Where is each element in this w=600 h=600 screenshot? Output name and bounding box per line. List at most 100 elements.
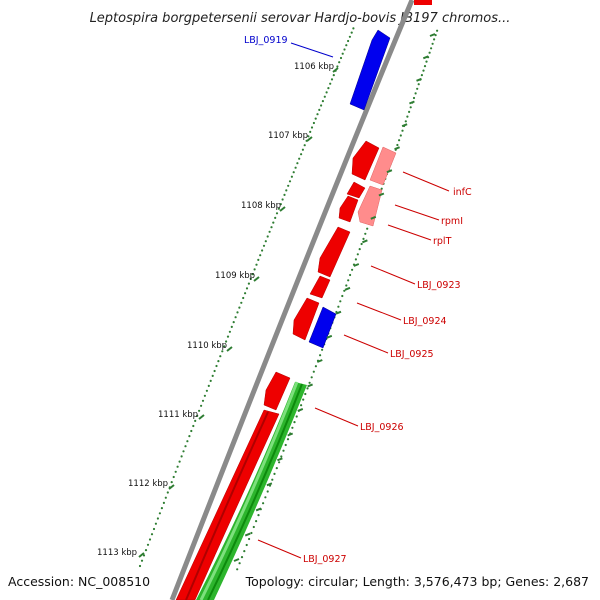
rna-gene-infC[interactable] xyxy=(369,146,397,186)
ring-dot xyxy=(396,143,399,147)
ring-dot xyxy=(142,554,146,557)
ring-dot xyxy=(293,421,296,424)
gene-label-LBJ_0926[interactable]: LBJ_0926 xyxy=(360,422,404,433)
ring-dot xyxy=(264,496,267,499)
outer-tick xyxy=(386,169,393,174)
ring-dot xyxy=(300,404,303,407)
outer-tick xyxy=(429,33,436,37)
ring-dot xyxy=(291,426,294,429)
gene-label-infC[interactable]: infC xyxy=(453,187,472,198)
ring-dot xyxy=(148,538,152,541)
gene-arrow-LBJ_0926[interactable] xyxy=(263,371,291,411)
ring-dot xyxy=(259,254,262,257)
ring-dot xyxy=(249,277,252,280)
kbp-label-1110: 1110 kbp xyxy=(187,341,227,351)
ring-dot xyxy=(422,69,425,72)
gene-label-LBJ_0924[interactable]: LBJ_0924 xyxy=(403,316,447,327)
ring-dot xyxy=(319,354,322,357)
outer-tick xyxy=(255,507,262,512)
genome-backbone xyxy=(169,0,415,600)
ring-dot xyxy=(347,279,350,282)
gene-arrow-infC[interactable] xyxy=(351,140,380,181)
accession-text: Accession: NC_008510 xyxy=(8,574,150,589)
outer-tick xyxy=(401,123,408,128)
ring-dot xyxy=(314,117,317,120)
gc-content-track xyxy=(196,381,307,600)
ring-dot xyxy=(266,490,269,493)
ring-dot xyxy=(245,287,249,290)
ring-dot xyxy=(345,44,348,47)
ring-dot xyxy=(310,376,313,379)
ring-dot xyxy=(351,268,354,271)
ring-dot xyxy=(152,527,156,531)
gene-arrow-LBJ_0925[interactable] xyxy=(308,306,337,349)
ring-dot xyxy=(232,321,235,324)
gc-content-highlight xyxy=(199,381,299,600)
ring-dot xyxy=(431,42,434,45)
rna-gene-rpmI[interactable] xyxy=(357,185,383,227)
ring-dot xyxy=(236,311,239,314)
ring-dot xyxy=(417,83,420,86)
ring-dot xyxy=(338,61,341,64)
ring-dot xyxy=(166,491,169,494)
ring-dot xyxy=(164,496,167,499)
ring-dot xyxy=(154,522,157,525)
ring-dot xyxy=(323,95,326,98)
ring-dot xyxy=(219,355,222,358)
ring-dot xyxy=(321,348,324,351)
ring-dot xyxy=(252,525,255,529)
ring-dot xyxy=(292,171,295,174)
ring-dot xyxy=(200,404,203,407)
ring-dot xyxy=(198,409,201,412)
gene-arrow-LBJ_0924-b[interactable] xyxy=(292,297,320,341)
gene-arrow-top[interactable] xyxy=(414,0,432,5)
gene-arrow-LBJ_0923[interactable] xyxy=(317,226,351,278)
ring-dot xyxy=(170,481,173,484)
ring-dot xyxy=(408,110,411,113)
ring-dot xyxy=(144,549,148,552)
ring-dot xyxy=(296,162,299,165)
gene-band-shade xyxy=(185,411,269,600)
ring-dot xyxy=(325,91,328,94)
gene-label-LBJ_0927[interactable]: LBJ_0927 xyxy=(303,554,347,565)
outer-tick xyxy=(233,558,240,562)
gene-label-LBJ_0919[interactable]: LBJ_0919 xyxy=(244,35,288,46)
ring-dot xyxy=(309,130,312,133)
gene-arrow-rplT[interactable] xyxy=(338,195,359,223)
label-leaders xyxy=(257,42,450,559)
ring-dot xyxy=(225,340,228,343)
ring-dot xyxy=(138,564,142,568)
outer-dotted-ring xyxy=(138,27,355,568)
ring-dot xyxy=(272,221,275,224)
gene-arrow-rpmI[interactable] xyxy=(346,181,366,199)
gene-arrow-LBJ_0924-a[interactable] xyxy=(309,275,331,299)
gene-label-LBJ_0925[interactable]: LBJ_0925 xyxy=(390,349,434,360)
kbp-label-1109: 1109 kbp xyxy=(215,271,255,281)
ring-dot xyxy=(284,443,287,447)
rna-genes xyxy=(357,146,397,227)
outer-tick xyxy=(326,334,333,339)
ring-dot xyxy=(306,387,309,390)
ring-dot xyxy=(301,148,304,151)
ring-dot xyxy=(160,507,163,510)
ring-dot xyxy=(257,514,260,517)
ring-dot xyxy=(362,237,365,240)
ring-dot xyxy=(356,253,359,256)
gene-arrow-LBJ_0919[interactable] xyxy=(349,29,391,111)
ring-dot xyxy=(409,106,412,109)
outer-tick xyxy=(370,215,377,220)
ring-dot xyxy=(290,175,293,178)
ring-dot xyxy=(247,282,250,285)
gene-label-rpmI[interactable]: rpmI xyxy=(441,216,463,227)
ring-dot xyxy=(280,455,283,458)
ring-dot xyxy=(349,273,352,277)
ring-dot xyxy=(420,74,423,77)
gene-label-LBJ_0923[interactable]: LBJ_0923 xyxy=(417,280,461,291)
gc-content-shade xyxy=(207,383,303,600)
ring-dot xyxy=(140,559,144,562)
ring-dot xyxy=(433,38,436,41)
ring-dot xyxy=(282,449,285,452)
gene-label-rplT[interactable]: rplT xyxy=(433,236,452,247)
kbp-label-1113: 1113 kbp xyxy=(97,548,137,558)
ring-dot xyxy=(321,100,324,103)
